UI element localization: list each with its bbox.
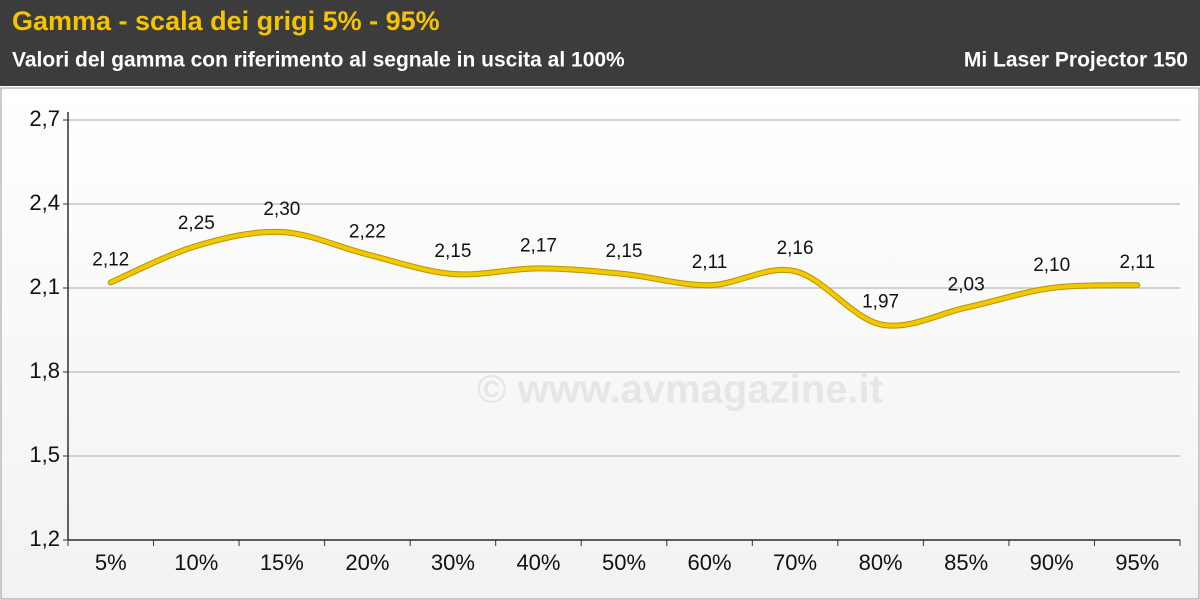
data-label: 2,15 <box>434 241 471 262</box>
x-tick-label: 85% <box>944 550 988 575</box>
data-label: 2,11 <box>1119 252 1155 273</box>
x-tick-label: 70% <box>773 550 817 575</box>
watermark: © www.avmagazine.it <box>477 368 883 412</box>
x-tick-label: 60% <box>688 550 732 575</box>
data-label: 2,12 <box>92 249 129 270</box>
x-tick-label: 10% <box>174 550 218 575</box>
header <box>0 0 1200 86</box>
data-label: 2,11 <box>692 252 728 273</box>
y-tick-label: 2,4 <box>29 190 60 215</box>
data-label: 2,22 <box>349 221 386 242</box>
x-tick-label: 50% <box>602 550 646 575</box>
y-tick-label: 1,2 <box>29 526 60 551</box>
chart-title: Gamma - scala dei grigi 5% - 95% <box>12 6 440 36</box>
y-tick-label: 1,8 <box>29 358 60 383</box>
y-tick-label: 1,5 <box>29 442 60 467</box>
data-label: 2,17 <box>520 235 557 256</box>
data-label: 2,16 <box>777 238 814 259</box>
x-tick-label: 95% <box>1115 550 1159 575</box>
data-label: 2,10 <box>1033 255 1070 276</box>
device-name: Mi Laser Projector 150 <box>964 49 1188 72</box>
data-label: 2,30 <box>263 199 300 220</box>
x-tick-label: 90% <box>1030 550 1074 575</box>
chart-subtitle: Valori del gamma con riferimento al segn… <box>12 49 625 72</box>
data-label: 2,15 <box>606 241 643 262</box>
y-tick-label: 2,1 <box>29 274 60 299</box>
data-label: 2,03 <box>948 275 985 296</box>
data-label: 2,25 <box>178 213 215 234</box>
line <box>108 229 1140 328</box>
x-tick-label: 20% <box>345 550 389 575</box>
x-tick-label: 15% <box>260 550 304 575</box>
x-tick-label: 40% <box>516 550 560 575</box>
data-label: 1,97 <box>862 291 899 312</box>
chart-frame <box>0 87 1200 600</box>
x-tick-label: 80% <box>859 550 903 575</box>
x-tick-label: 30% <box>431 550 475 575</box>
x-tick-label: 5% <box>95 550 127 575</box>
y-tick-label: 2,7 <box>29 106 60 131</box>
